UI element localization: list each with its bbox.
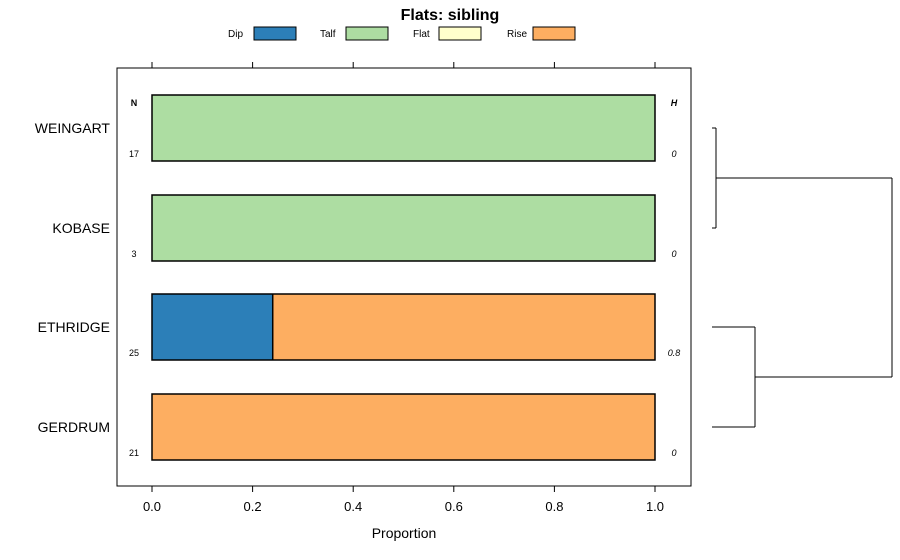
bar-outline-weingart <box>151 94 656 162</box>
n-column-header: N <box>131 98 138 108</box>
legend-label-flat: Flat <box>413 29 430 40</box>
legend: Dip Talf Flat Rise <box>228 26 576 41</box>
legend-label-talf: Talf <box>320 29 336 40</box>
h-value-kobase: 0 <box>671 249 676 259</box>
row-label-gerdrum: GERDRUM <box>38 419 110 435</box>
x-tick-label-1: 0.2 <box>244 499 262 514</box>
x-axis-title: Proportion <box>372 525 437 541</box>
x-tick-label-0: 0.0 <box>143 499 161 514</box>
legend-swatch-rise <box>532 26 576 41</box>
bar-gerdrum-rise <box>152 394 655 460</box>
row-label-ethridge: ETHRIDGE <box>38 319 110 335</box>
bars-group: WEINGART 17 0 KOBASE 3 0 ETHRIDGE 25 0.8 GERDRUM 2… <box>35 94 681 461</box>
bar-outline-ethridge <box>151 293 656 361</box>
legend-swatch-flat <box>438 26 482 41</box>
row-label-kobase: KOBASE <box>52 220 110 236</box>
bar-ethridge-rise <box>272 294 655 360</box>
chart-title: Flats: sibling <box>401 7 500 24</box>
x-tick-label-4: 0.8 <box>545 499 563 514</box>
x-tick-label-5: 1.0 <box>646 499 664 514</box>
h-value-gerdrum: 0 <box>671 448 676 458</box>
h-column-header: H <box>671 98 678 108</box>
dendrogram <box>712 127 893 428</box>
legend-swatch-talf <box>345 26 389 41</box>
bar-kobase-talf <box>152 195 655 261</box>
n-value-kobase: 3 <box>131 249 136 259</box>
legend-label-rise: Rise <box>507 29 527 40</box>
h-value-weingart: 0 <box>671 149 676 159</box>
legend-swatch-dip <box>253 26 297 41</box>
x-tick-label-2: 0.4 <box>344 499 362 514</box>
row-label-weingart: WEINGART <box>35 120 111 136</box>
plot-frame <box>116 67 692 487</box>
legend-label-dip: Dip <box>228 29 243 40</box>
bar-outline-kobase <box>151 194 656 262</box>
bar-ethridge-dip <box>152 294 273 360</box>
x-tick-label-3: 0.6 <box>445 499 463 514</box>
n-value-gerdrum: 21 <box>129 448 139 458</box>
bar-weingart-talf <box>152 95 655 161</box>
h-value-ethridge: 0.8 <box>668 348 681 358</box>
x-axis: 0.0 0.2 0.4 0.6 0.8 1.0 <box>143 62 664 514</box>
bar-outline-gerdrum <box>151 393 656 461</box>
n-value-weingart: 17 <box>129 149 139 159</box>
n-value-ethridge: 25 <box>129 348 139 358</box>
